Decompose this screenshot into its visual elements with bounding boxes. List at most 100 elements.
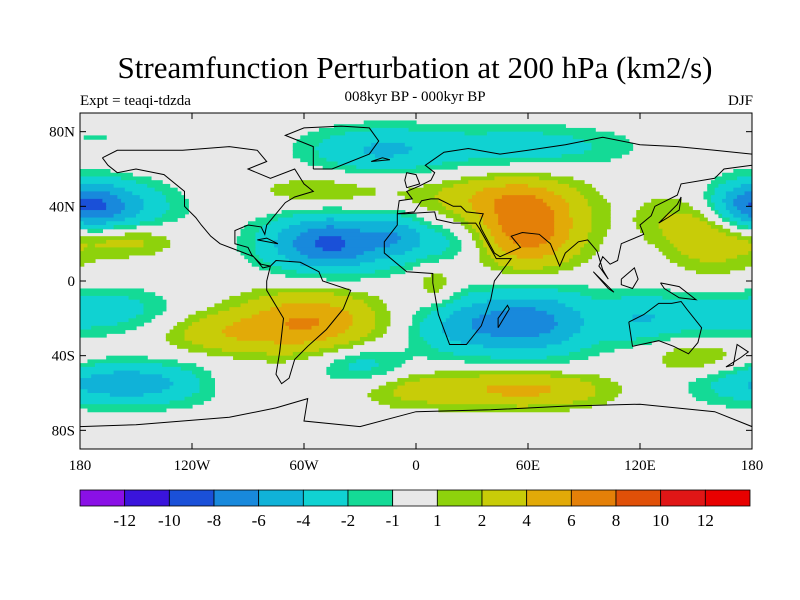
field-cell <box>737 206 752 211</box>
field-cell <box>80 329 126 334</box>
field-cell <box>188 314 208 319</box>
field-cell <box>554 228 570 234</box>
field-cell <box>333 344 354 349</box>
field-cell <box>412 322 421 327</box>
field-cell <box>696 269 731 275</box>
field-cell <box>277 236 298 241</box>
field-cell <box>591 210 611 215</box>
field-cell <box>289 180 335 185</box>
field-cell <box>718 378 752 383</box>
field-cell <box>460 340 563 346</box>
field-cell <box>733 187 752 192</box>
field-cell <box>173 325 189 331</box>
field-cell <box>80 389 89 394</box>
field-cell <box>662 295 749 301</box>
field-cell <box>539 333 574 338</box>
field-cell <box>236 239 257 245</box>
field-cell <box>445 303 473 308</box>
field-cell <box>569 210 593 215</box>
field-cell <box>438 198 469 204</box>
field-cell <box>572 217 593 222</box>
field-cell <box>326 277 361 282</box>
colorbar-box <box>660 489 706 507</box>
field-cell <box>453 292 469 297</box>
field-cell <box>423 318 447 323</box>
field-cell <box>80 221 85 226</box>
field-cell <box>486 172 551 178</box>
field-cell <box>374 322 391 327</box>
field-cell <box>80 195 118 200</box>
field-cell <box>472 195 503 200</box>
field-cell <box>374 318 391 323</box>
field-cell <box>139 210 167 215</box>
field-cell <box>584 139 630 144</box>
field-cell <box>367 303 387 308</box>
field-cell <box>486 251 507 256</box>
field-cell <box>80 239 107 245</box>
field-cell <box>352 318 376 323</box>
field-cell <box>419 221 432 226</box>
field-cell <box>572 221 593 226</box>
field-cell <box>733 366 749 372</box>
field-cell <box>714 187 734 192</box>
field-cell <box>307 254 357 260</box>
field-cell <box>143 243 171 248</box>
field-cell <box>225 325 290 331</box>
field-cell <box>748 366 752 372</box>
field-cell <box>442 299 454 304</box>
field-cell <box>277 217 327 222</box>
field-cell <box>333 225 410 230</box>
field-cell <box>318 154 376 159</box>
field-cell <box>404 195 436 200</box>
field-cell <box>688 381 712 387</box>
field-cell <box>572 254 593 260</box>
field-cell <box>718 210 731 215</box>
field-cell <box>479 251 488 256</box>
field-cell <box>80 292 156 297</box>
field-cell <box>419 243 451 248</box>
field-cell <box>748 239 752 245</box>
field-cell <box>251 288 350 293</box>
field-cell <box>438 348 581 353</box>
field-cell <box>490 266 514 271</box>
field-cell <box>449 295 462 301</box>
field-cell <box>703 195 712 200</box>
field-cell <box>486 131 544 136</box>
field-cell <box>636 221 660 226</box>
field-cell <box>121 176 152 181</box>
field-cell <box>486 247 503 252</box>
field-cell <box>248 258 264 263</box>
y-axis: 80N 40N 0 40S 80S <box>49 125 752 439</box>
field-cell <box>472 206 495 211</box>
field-cell <box>587 396 615 402</box>
field-cell <box>169 400 204 405</box>
field-cell <box>427 225 443 230</box>
field-cell <box>408 127 596 133</box>
field-cell <box>356 359 376 364</box>
field-cell <box>408 340 428 346</box>
field-cell <box>595 385 622 390</box>
field-cell <box>281 228 309 234</box>
field-cell <box>699 258 727 263</box>
field-cell <box>143 310 163 316</box>
field-cell <box>356 165 417 170</box>
field-cell <box>449 243 462 248</box>
colorbar-label: 2 <box>478 511 487 530</box>
field-cell <box>277 251 301 256</box>
field-cell <box>124 202 145 207</box>
field-cell <box>401 396 589 402</box>
field-cell <box>636 337 671 342</box>
field-cell <box>725 180 752 185</box>
field-cell <box>132 191 163 196</box>
field-cell <box>326 225 335 230</box>
field-cell <box>192 393 215 398</box>
chart-subtitle: 008kyr BP - 000kyr BP <box>344 89 486 105</box>
field-cell <box>546 344 593 349</box>
field-cell <box>725 195 738 200</box>
field-cell <box>483 217 499 222</box>
field-cell <box>725 404 752 409</box>
field-cell <box>423 281 447 286</box>
field-cell <box>673 243 752 248</box>
field-cell <box>696 378 719 383</box>
